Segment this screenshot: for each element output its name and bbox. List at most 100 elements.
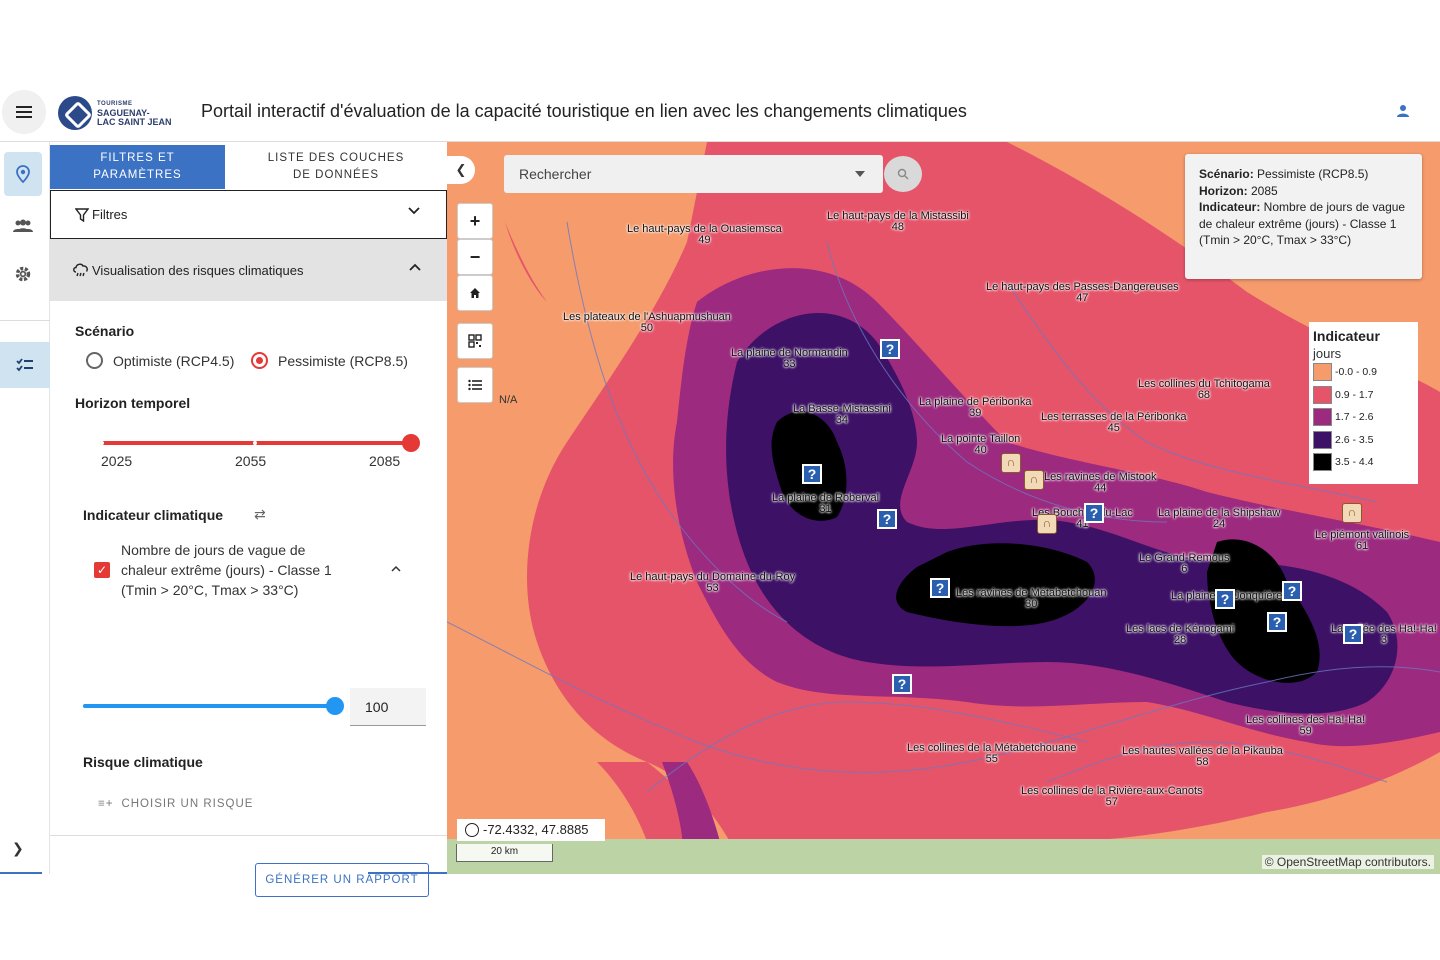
search-placeholder: Rechercher <box>519 166 592 182</box>
place-label: La plaine de Normandin 33 <box>731 347 848 370</box>
chevron-up-icon <box>409 263 421 271</box>
legend-label: 3.5 - 4.4 <box>1335 456 1374 469</box>
legend-label: 0.9 - 1.7 <box>1335 388 1374 401</box>
radio-pessimiste-circle <box>251 352 268 369</box>
hamburger-icon[interactable] <box>2 90 46 134</box>
tab-filters[interactable]: FILTRES ET PARAMÈTRES <box>50 145 225 189</box>
attraction-marker-icon[interactable]: ∩ <box>1001 453 1021 473</box>
viz-label: Visualisation des risques climatiques <box>92 262 304 278</box>
list-icon[interactable] <box>457 367 493 403</box>
horizon-tick-label: 2055 <box>235 453 267 469</box>
indicator-slider-thumb[interactable] <box>326 697 344 715</box>
indicator-checkbox[interactable]: ✓ <box>94 562 110 578</box>
qr-code-icon[interactable] <box>457 323 493 359</box>
place-label: Les Bouches-du-Lac 41 <box>1032 507 1133 530</box>
left-rail: ❯ <box>0 142 50 874</box>
legend-swatch <box>1313 408 1332 427</box>
logo[interactable]: TOURISME SAGUENAY- LAC SAINT JEAN <box>58 96 172 130</box>
legend-row: 2.6 - 3.5 <box>1313 429 1418 452</box>
zoom-out-button[interactable]: − <box>457 239 493 275</box>
zoom-in-button[interactable]: + <box>457 203 493 239</box>
legend-label: 2.6 - 3.5 <box>1335 433 1374 446</box>
legend-row: -0.0 - 0.9 <box>1313 361 1418 384</box>
radio-pessimiste[interactable]: Pessimiste (RCP8.5) <box>251 352 408 369</box>
choose-risk-button[interactable]: ≡+ CHOISIR UN RISQUE <box>98 798 253 810</box>
place-label: La pointe Taillon 40 <box>941 433 1021 456</box>
info-marker-icon[interactable]: ? <box>1215 589 1235 609</box>
info-marker-icon[interactable]: ? <box>930 578 950 598</box>
indicator-line-3: (Tmin > 20°C, Tmax > 33°C) <box>121 582 299 598</box>
info-marker-icon[interactable]: ? <box>1084 503 1104 523</box>
attribution[interactable]: © OpenStreetMap contributors. <box>1261 855 1434 869</box>
info-marker-icon[interactable]: ? <box>892 674 912 694</box>
attraction-marker-icon[interactable]: ∩ <box>1024 470 1044 490</box>
filters-label: Filtres <box>92 207 128 222</box>
search-icon[interactable] <box>884 156 922 192</box>
info-marker-icon[interactable]: ? <box>1267 612 1287 632</box>
tab-layers[interactable]: LISTE DES COUCHES DE DONNÉES <box>225 145 447 189</box>
list-check-icon[interactable] <box>0 342 50 388</box>
info-marker-icon[interactable]: ? <box>802 464 822 484</box>
chevron-up-icon[interactable] <box>391 565 401 572</box>
indicator-description: Nombre de jours de vague de chaleur extr… <box>121 540 371 600</box>
scale-bar: 20 km <box>456 844 553 862</box>
crosshair-icon <box>465 823 479 837</box>
na-label: N/A <box>499 394 518 406</box>
place-label: Le haut-pays de la Mistassibi 48 <box>827 210 969 233</box>
info-marker-icon[interactable]: ? <box>877 509 897 529</box>
info-scenario-key: Scénario: <box>1199 167 1254 181</box>
info-marker-icon[interactable]: ? <box>880 339 900 359</box>
map-pin-icon[interactable] <box>4 152 42 196</box>
info-marker-icon[interactable]: ? <box>1282 581 1302 601</box>
place-label: Les ravines de Métabetchouan 30 <box>956 587 1107 610</box>
storm-cloud-icon <box>73 263 88 277</box>
place-label: Le piémont valinois 61 <box>1315 529 1410 552</box>
page-title: Portail interactif d'évaluation de la ca… <box>201 101 967 121</box>
people-icon[interactable] <box>4 204 42 248</box>
chevron-right-icon[interactable]: ❯ <box>12 840 24 856</box>
app: TOURISME SAGUENAY- LAC SAINT JEAN Portai… <box>0 80 1440 897</box>
legend-swatch <box>1313 363 1332 382</box>
info-indicator-key: Indicateur: <box>1199 200 1261 214</box>
collapse-panel-button[interactable]: ❮ <box>447 156 475 184</box>
chevron-down-icon <box>408 207 420 215</box>
rail-divider <box>0 320 50 321</box>
map[interactable]: + − Rechercher N/A Scénario: Pessimiste … <box>447 142 1440 874</box>
info-scenario-value: Pessimiste (RCP8.5) <box>1253 167 1369 181</box>
legend-row: 1.7 - 2.6 <box>1313 406 1418 429</box>
gear-icon[interactable] <box>4 252 42 296</box>
indicator-line-2: chaleur extrême (jours) - Classe 1 <box>121 562 332 578</box>
attraction-marker-icon[interactable]: ∩ <box>1037 514 1057 534</box>
risk-label: Risque climatique <box>83 754 203 770</box>
attraction-marker-icon[interactable]: ∩ <box>1342 503 1362 523</box>
tab-filters-line-1: FILTRES ET <box>100 152 175 164</box>
radio-optimiste[interactable]: Optimiste (RCP4.5) <box>86 352 234 369</box>
viz-accordion[interactable]: Visualisation des risques climatiques <box>50 239 447 301</box>
place-label: Le haut-pays de la Ouasiemsca 49 <box>627 223 782 246</box>
horizon-label: Horizon temporel <box>75 395 191 411</box>
place-label: La plaine de Péribonka 39 <box>919 396 1032 419</box>
place-label: La Basse-Mistassini 34 <box>793 403 891 426</box>
bottom-accent <box>368 872 448 874</box>
filters-accordion[interactable]: Filtres <box>50 190 447 239</box>
info-marker-icon[interactable]: ? <box>1343 624 1363 644</box>
place-label: La plaine de Roberval 31 <box>772 492 880 515</box>
indicator-line-1: Nombre de jours de vague de <box>121 542 306 558</box>
horizon-tick <box>100 441 104 445</box>
user-icon[interactable] <box>1396 104 1410 118</box>
info-horizon-key: Horizon: <box>1199 183 1248 198</box>
search-input[interactable]: Rechercher <box>504 155 883 193</box>
swap-icon[interactable]: ⇄ <box>254 506 266 522</box>
horizon-tick-label: 2085 <box>369 453 401 469</box>
home-icon[interactable] <box>457 275 493 311</box>
indicator-value-input[interactable]: 100 <box>350 688 426 726</box>
generate-report-button[interactable]: GÉNÉRER UN RAPPORT <box>255 863 429 897</box>
legend-row: 0.9 - 1.7 <box>1313 384 1418 407</box>
horizon-tick-label: 2025 <box>101 453 133 469</box>
tab-bar: FILTRES ET PARAMÈTRES LISTE DES COUCHES … <box>50 145 447 189</box>
place-label: Le haut-pays des Passes-Dangereuses 47 <box>986 281 1179 304</box>
horizon-slider-thumb[interactable] <box>402 434 420 452</box>
coordinates-value: -72.4332, 47.8885 <box>483 822 589 837</box>
legend-title: Indicateur <box>1313 328 1380 344</box>
map-raster <box>447 142 1440 874</box>
